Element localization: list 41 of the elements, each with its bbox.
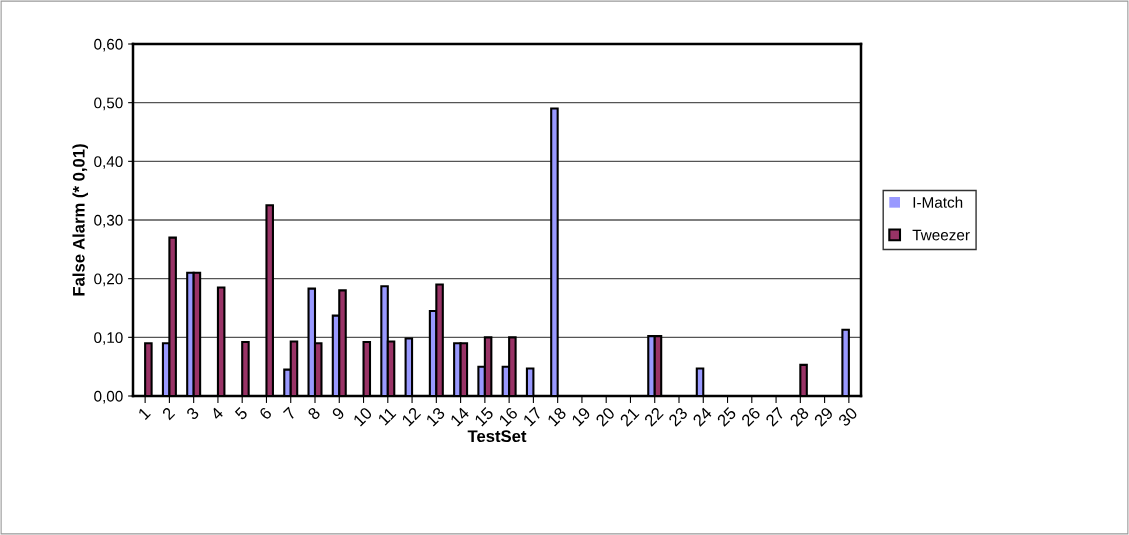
x-tick-label: 26 <box>740 406 761 427</box>
x-tick-label: 5 <box>234 406 249 421</box>
x-tick-label: 8 <box>307 406 321 421</box>
x-tick-label: 1 <box>137 406 151 420</box>
x-tick-label: 27 <box>764 406 786 427</box>
x-tick-label: 30 <box>837 406 859 428</box>
x-tick-label: 13 <box>425 406 446 427</box>
y-tick-label: 0,10 <box>94 332 123 345</box>
x-tick-label: 28 <box>789 406 810 427</box>
x-tick-label: 25 <box>716 406 737 427</box>
x-axis-title: TestSet <box>467 430 527 443</box>
y-tick-label: 0,20 <box>94 273 123 287</box>
x-tick-label: 12 <box>401 406 422 427</box>
x-tick-label: 23 <box>667 406 689 427</box>
x-tick-label: 10 <box>352 406 373 427</box>
x-tick-label: 14 <box>449 406 470 427</box>
y-tick-label: 0,60 <box>94 38 123 52</box>
y-tick-label: 0,00 <box>94 390 123 404</box>
x-tick-label: 21 <box>619 406 640 427</box>
legend-label: I-Match <box>913 196 963 208</box>
y-axis-title: False Alarm (* 0,01) <box>72 144 88 296</box>
x-tick-label: 2 <box>161 406 176 421</box>
x-tick-label: 7 <box>283 406 297 421</box>
x-tick-label: 3 <box>185 406 200 421</box>
x-tick-label: 9 <box>331 406 346 421</box>
x-tick-label: 20 <box>595 406 616 427</box>
x-tick-label: 17 <box>522 406 543 427</box>
y-tick-label: 0,50 <box>94 97 123 111</box>
legend-label: Tweezer <box>912 229 970 241</box>
x-tick-label: 11 <box>377 406 397 426</box>
x-tick-label: 22 <box>643 406 664 427</box>
x-tick-label: 4 <box>209 406 224 421</box>
x-tick-label: 24 <box>692 406 713 427</box>
y-tick-label: 0,40 <box>94 156 123 169</box>
x-tick-label: 16 <box>498 406 519 427</box>
x-tick-label: 19 <box>571 406 592 427</box>
y-tick-label: 0,30 <box>94 214 123 228</box>
x-tick-label: 29 <box>813 406 834 427</box>
x-tick-label: 6 <box>258 406 273 421</box>
x-tick-label: 15 <box>474 406 495 427</box>
x-tick-label: 18 <box>546 406 567 427</box>
